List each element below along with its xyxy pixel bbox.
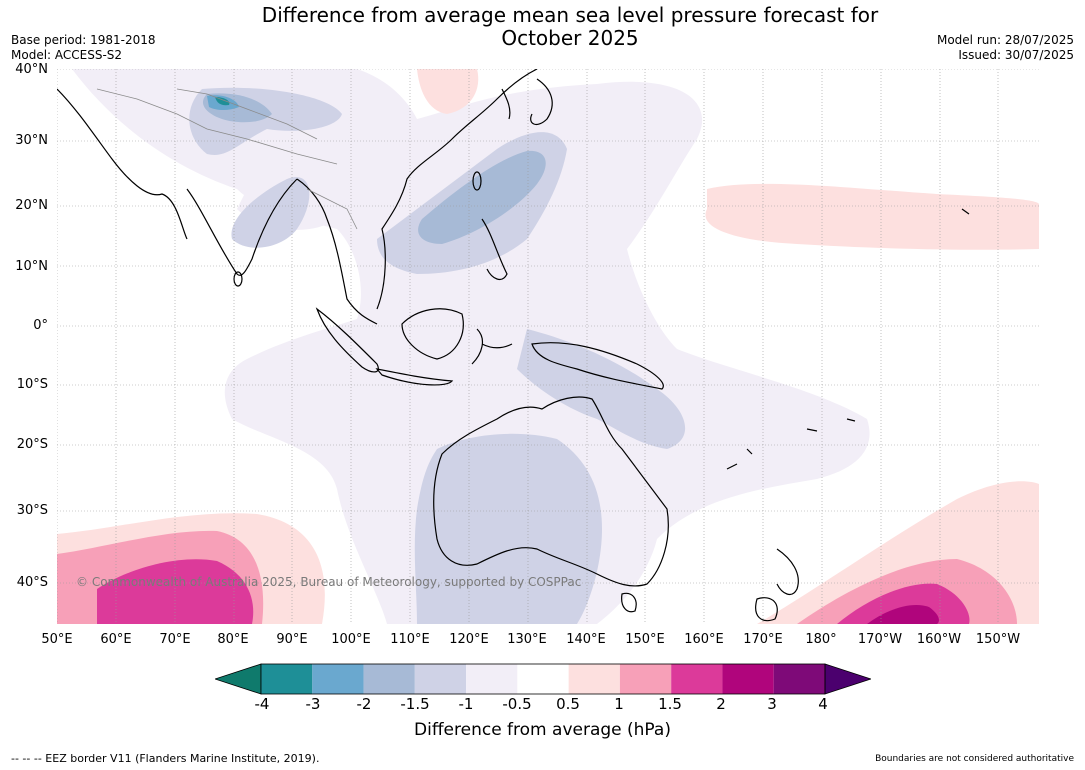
colorbar-tick: -1 (458, 695, 474, 713)
lon-label: 90°E (276, 632, 308, 647)
colorbar-tick: -0.5 (502, 695, 532, 713)
map-panel (57, 69, 1039, 624)
lon-label: 140°E (566, 632, 606, 647)
colorbar-segment (363, 664, 415, 694)
lon-label: 110°E (390, 632, 430, 647)
model-run: Model run: 28/07/2025 (936, 33, 1074, 47)
lat-label: 30°S (16, 503, 48, 518)
colorbar-segment (414, 664, 467, 694)
lon-label: 180° (805, 632, 837, 647)
colorbar-low-arrow (213, 663, 262, 695)
colorbar-segment (568, 664, 620, 694)
lon-label: 170°E (743, 632, 783, 647)
lon-label: 70°E (159, 632, 191, 647)
boundaries-disclaimer: Boundaries are not considered authoritat… (875, 754, 1074, 764)
colorbar-segment (517, 664, 569, 694)
lon-label: 50°E (41, 632, 73, 647)
map-title: Difference from average mean sea level p… (0, 4, 1085, 50)
colorbar-tick: -1.5 (400, 695, 430, 713)
anomaly-plus-2 (867, 604, 939, 624)
lon-label: 170°W (857, 632, 903, 647)
colorbar-tick: 1.5 (658, 695, 682, 713)
base-period: Base period: 1981-2018 (11, 33, 156, 47)
title-line-2: October 2025 (501, 26, 639, 50)
colorbar-segment (773, 664, 825, 694)
lon-label: 80°E (217, 632, 249, 647)
lat-label: 10°N (15, 259, 48, 274)
lon-label: 150°W (975, 632, 1021, 647)
lat-label: 20°S (16, 437, 48, 452)
title-line-1: Difference from average mean sea level p… (261, 3, 879, 27)
lat-label: 40°N (15, 62, 48, 77)
anomaly-minus-3 (215, 97, 230, 106)
model-name: Model: ACCESS-S2 (11, 48, 123, 62)
metadata-left: Base period: 1981-2018 Model: ACCESS-S2 (11, 33, 156, 63)
lat-label: 40°S (16, 575, 48, 590)
issued-date: Issued: 30/07/2025 (958, 48, 1074, 62)
colorbar-tick: 3 (767, 695, 777, 713)
lon-label: 130°E (507, 632, 547, 647)
country-borders (96, 88, 358, 230)
colorbar-tick: 0.5 (556, 695, 580, 713)
colorbar-label: Difference from average (hPa) (414, 720, 671, 740)
lon-label: 160°W (916, 632, 962, 647)
colorbar-tick: 1 (614, 695, 624, 713)
lon-label: 150°E (625, 632, 665, 647)
colorbar-segment (671, 664, 723, 694)
colorbar-segment (722, 664, 774, 694)
colorbar-tick: -2 (356, 695, 372, 713)
colorbar-high-arrow (824, 663, 873, 695)
copyright-notice: © Commonwealth of Australia 2025, Bureau… (76, 575, 582, 589)
colorbar-tick: 4 (818, 695, 828, 713)
eez-footnote: -- -- -- EEZ border V11 (Flanders Marine… (11, 752, 320, 765)
lat-label: 30°N (15, 133, 48, 148)
colorbar-segment (619, 664, 672, 694)
lat-label: 0° (33, 318, 48, 333)
lon-label: 100°E (331, 632, 371, 647)
colorbar-segment (261, 664, 313, 694)
lon-label: 160°E (684, 632, 724, 647)
colorbar-tick: -4 (254, 695, 270, 713)
colorbar-tick: 2 (716, 695, 726, 713)
coastlines (57, 69, 970, 622)
colorbar-segment (466, 664, 518, 694)
metadata-right: Model run: 28/07/2025 Issued: 30/07/2025 (937, 33, 1074, 63)
colorbar-segment (312, 664, 364, 694)
graticule (57, 69, 1039, 624)
map-svg (57, 69, 1039, 624)
lat-label: 10°S (16, 377, 48, 392)
lon-label: 60°E (100, 632, 132, 647)
lat-label: 20°N (15, 198, 48, 213)
lon-label: 120°E (449, 632, 489, 647)
colorbar-svg (213, 663, 873, 695)
colorbar-tick: -3 (305, 695, 321, 713)
colorbar (213, 663, 873, 695)
colorbar-outline (260, 663, 826, 695)
